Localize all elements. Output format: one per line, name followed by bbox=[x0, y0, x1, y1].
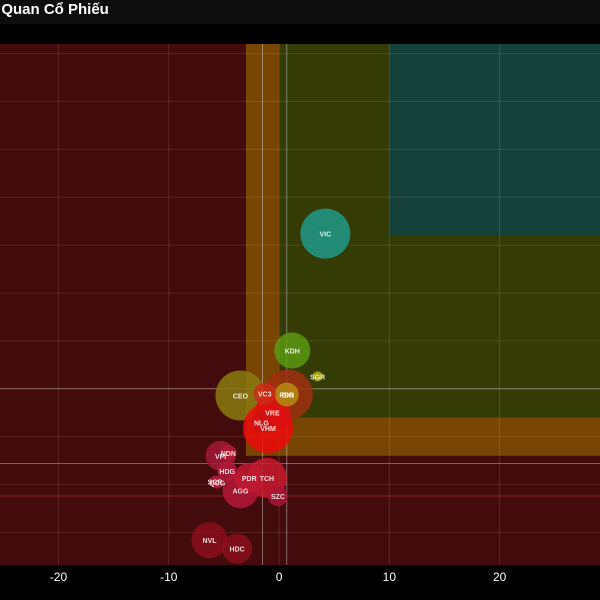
chart-title: g Quan Cổ Phiếu bbox=[0, 1, 109, 18]
bubble-label-nvl: NVL bbox=[203, 538, 218, 545]
bubble-label-sgr: SGR bbox=[310, 374, 325, 381]
x-tick-label: 20 bbox=[493, 570, 507, 584]
bubble-scr[interactable] bbox=[209, 475, 222, 488]
bubble-label-agg: AGG bbox=[232, 488, 249, 495]
bubble-nvl[interactable] bbox=[191, 522, 228, 559]
bubble-vc3[interactable] bbox=[253, 382, 276, 405]
bubble-hdg[interactable] bbox=[217, 461, 238, 482]
bubble-label-dig: DIG bbox=[282, 393, 295, 400]
bubble-label-vic: VIC bbox=[320, 232, 332, 239]
bubble-label-qcg: QCG bbox=[209, 481, 226, 488]
bubble-label-szc: SZC bbox=[271, 494, 285, 501]
bubble-nlg[interactable] bbox=[251, 412, 272, 433]
x-axis-band bbox=[0, 565, 600, 600]
x-tick-label: -20 bbox=[50, 570, 68, 584]
bubble-label-pdr: PDR bbox=[242, 476, 257, 483]
bubble-pdr[interactable] bbox=[234, 462, 265, 493]
bubble-label-ceo: CEO bbox=[233, 393, 249, 400]
bubble-vic[interactable] bbox=[300, 208, 351, 259]
bubble-label-tch: TCH bbox=[260, 476, 274, 483]
title-strip bbox=[0, 24, 600, 44]
bubble-label-pdr: PDR bbox=[279, 393, 294, 400]
bubble-label-vre: VRE bbox=[265, 411, 280, 418]
bubble-ceo[interactable] bbox=[215, 370, 266, 421]
bubble-label-kdh: KDH bbox=[285, 348, 300, 355]
bubble-label-ndn: NDN bbox=[221, 451, 236, 458]
bubble-ndn[interactable] bbox=[220, 444, 237, 461]
bubble-szc[interactable] bbox=[267, 486, 288, 507]
title-bar: g Quan Cổ Phiếu bbox=[0, 0, 600, 24]
x-tick-label: -10 bbox=[160, 570, 178, 584]
bubble-label-nlg: NLG bbox=[254, 420, 269, 427]
bubble-label-hdc: HDC bbox=[230, 547, 245, 554]
bubble-hdc[interactable] bbox=[222, 533, 253, 564]
zone-teal bbox=[389, 44, 600, 236]
bubble-label-vc3: VC3 bbox=[258, 392, 272, 399]
bubble-label-vpi: VPI bbox=[215, 454, 226, 461]
bubble-label-hdg: HDG bbox=[219, 469, 235, 476]
x-tick-label: 10 bbox=[383, 570, 397, 584]
bubble-label-scr: SCR bbox=[208, 480, 223, 487]
bubble-label-vhm: VHM bbox=[260, 426, 276, 433]
bubble-kdh[interactable] bbox=[274, 332, 311, 369]
bubble-pdr[interactable] bbox=[274, 382, 299, 407]
x-tick-label: 0 bbox=[276, 570, 283, 584]
bubble-sgr[interactable] bbox=[312, 371, 323, 382]
